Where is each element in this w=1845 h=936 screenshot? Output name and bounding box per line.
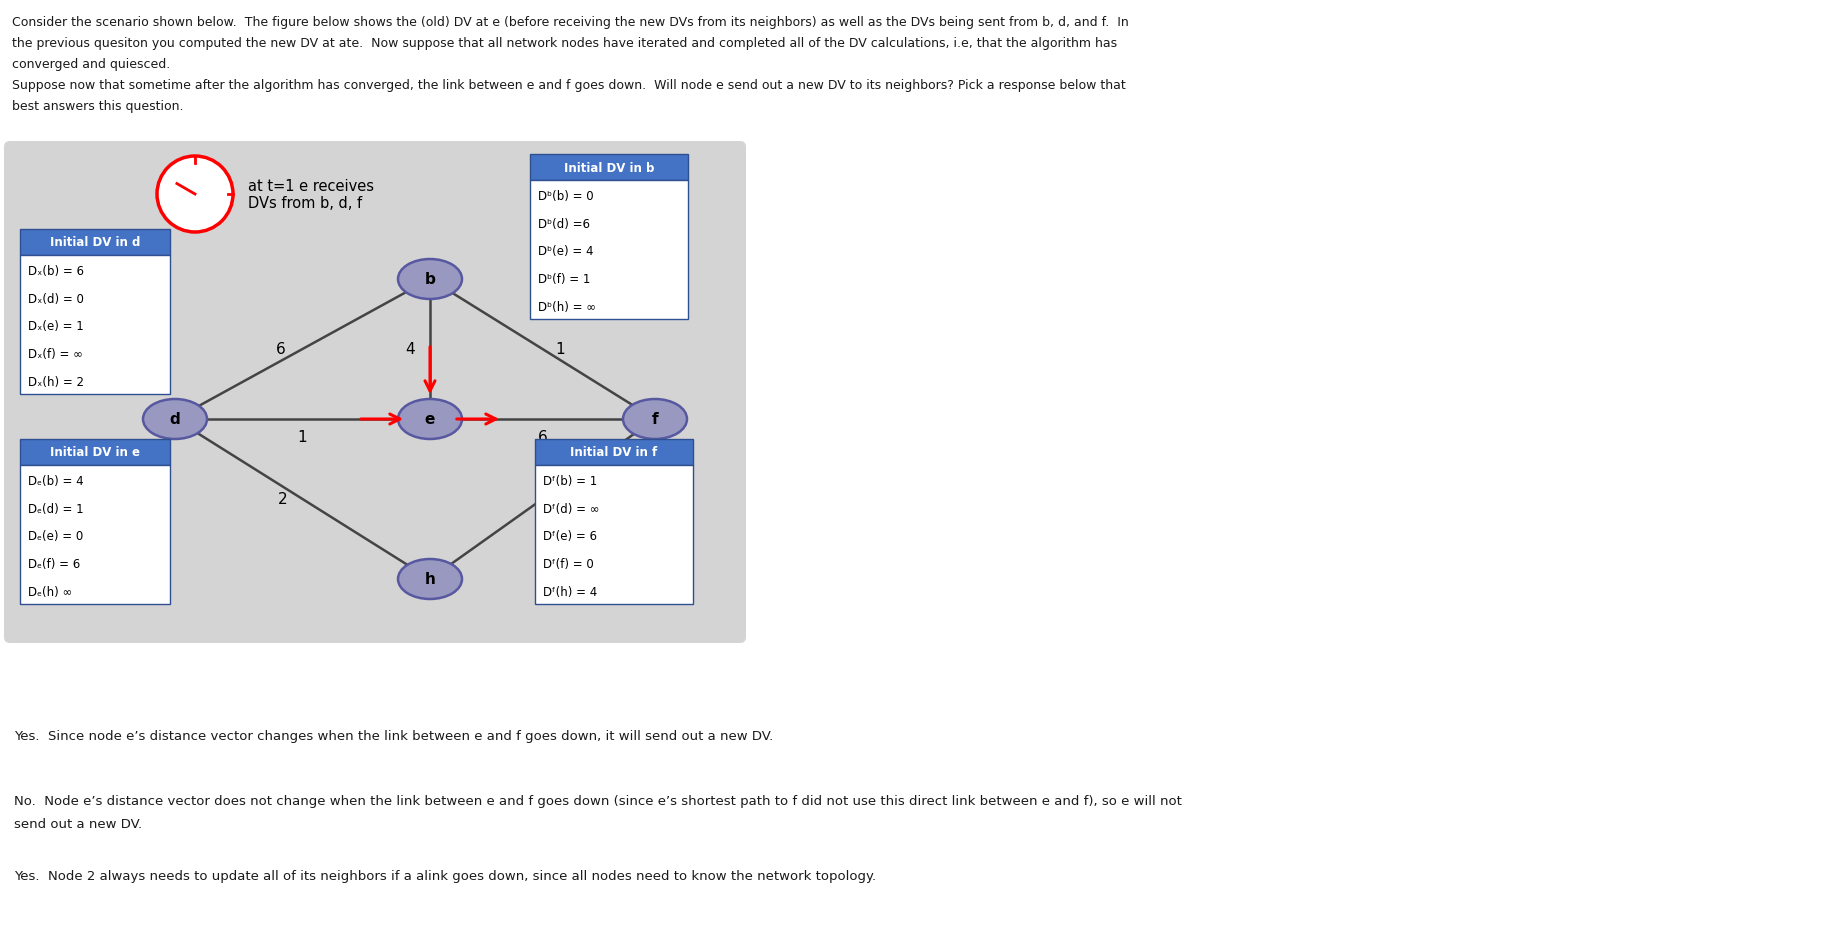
Text: Dₓ(h) = 2: Dₓ(h) = 2 [28, 375, 85, 388]
Text: Dᵇ(h) = ∞: Dᵇ(h) = ∞ [539, 300, 596, 314]
Text: Dₑ(b) = 4: Dₑ(b) = 4 [28, 475, 83, 488]
Text: 2: 2 [279, 492, 288, 507]
Text: send out a new DV.: send out a new DV. [15, 817, 142, 830]
Ellipse shape [399, 259, 461, 300]
Text: 1: 1 [297, 430, 308, 445]
Text: 4: 4 [406, 343, 415, 358]
Text: Yes.  Since node e’s distance vector changes when the link between e and f goes : Yes. Since node e’s distance vector chan… [15, 729, 773, 742]
Text: e: e [424, 412, 435, 427]
Text: Consider the scenario shown below.  The figure below shows the (old) DV at e (be: Consider the scenario shown below. The f… [13, 16, 1129, 29]
FancyBboxPatch shape [535, 440, 694, 465]
Text: 4: 4 [557, 492, 566, 507]
Ellipse shape [624, 400, 686, 440]
FancyBboxPatch shape [20, 440, 170, 465]
Text: Dᵇ(b) = 0: Dᵇ(b) = 0 [539, 190, 594, 202]
FancyBboxPatch shape [4, 142, 745, 643]
Text: 6: 6 [275, 343, 286, 358]
Text: Dₑ(e) = 0: Dₑ(e) = 0 [28, 530, 83, 543]
Ellipse shape [144, 400, 207, 440]
Text: Dᶠ(b) = 1: Dᶠ(b) = 1 [542, 475, 598, 488]
Ellipse shape [399, 400, 461, 440]
Text: f: f [651, 412, 659, 427]
Text: Dₓ(e) = 1: Dₓ(e) = 1 [28, 320, 83, 333]
Text: 6: 6 [537, 430, 548, 445]
Text: 1: 1 [555, 343, 565, 358]
Text: b: b [424, 272, 435, 287]
Text: Dᶠ(d) = ∞: Dᶠ(d) = ∞ [542, 502, 600, 515]
Text: at t=1 e receives
DVs from b, d, f: at t=1 e receives DVs from b, d, f [247, 179, 375, 211]
Text: best answers this question.: best answers this question. [13, 100, 183, 113]
Text: Dᵇ(f) = 1: Dᵇ(f) = 1 [539, 273, 590, 285]
Text: converged and quiesced.: converged and quiesced. [13, 58, 170, 71]
Text: Suppose now that sometime after the algorithm has converged, the link between e : Suppose now that sometime after the algo… [13, 79, 1125, 92]
FancyBboxPatch shape [20, 229, 170, 256]
Text: h: h [424, 572, 435, 587]
Text: Initial DV in d: Initial DV in d [50, 236, 140, 249]
Text: Initial DV in e: Initial DV in e [50, 446, 140, 459]
FancyBboxPatch shape [530, 181, 688, 320]
Text: Initial DV in b: Initial DV in b [565, 161, 655, 174]
Text: Initial DV in f: Initial DV in f [570, 446, 657, 459]
Text: Dₓ(d) = 0: Dₓ(d) = 0 [28, 292, 83, 305]
Text: Dᵇ(d) =6: Dᵇ(d) =6 [539, 217, 590, 230]
Text: No.  Node e’s distance vector does not change when the link between e and f goes: No. Node e’s distance vector does not ch… [15, 794, 1183, 807]
Text: Dₑ(h) ∞: Dₑ(h) ∞ [28, 585, 72, 598]
Text: Dᵇ(e) = 4: Dᵇ(e) = 4 [539, 245, 594, 258]
Text: Dₑ(d) = 1: Dₑ(d) = 1 [28, 502, 83, 515]
FancyBboxPatch shape [535, 465, 694, 605]
Text: Dₓ(f) = ∞: Dₓ(f) = ∞ [28, 348, 83, 360]
Text: the previous quesiton you computed the new DV at ate.  Now suppose that all netw: the previous quesiton you computed the n… [13, 37, 1116, 50]
Text: Dᶠ(h) = 4: Dᶠ(h) = 4 [542, 585, 598, 598]
Text: d: d [170, 412, 181, 427]
Text: Dₑ(f) = 6: Dₑ(f) = 6 [28, 558, 79, 571]
FancyBboxPatch shape [20, 465, 170, 605]
FancyBboxPatch shape [20, 256, 170, 395]
FancyBboxPatch shape [530, 154, 688, 181]
Circle shape [157, 157, 232, 233]
Text: Dₓ(b) = 6: Dₓ(b) = 6 [28, 265, 85, 277]
Text: Dᶠ(e) = 6: Dᶠ(e) = 6 [542, 530, 598, 543]
Ellipse shape [399, 560, 461, 599]
Text: Dᶠ(f) = 0: Dᶠ(f) = 0 [542, 558, 594, 571]
Text: Yes.  Node 2 always needs to update all of its neighbors if a alink goes down, s: Yes. Node 2 always needs to update all o… [15, 869, 876, 882]
